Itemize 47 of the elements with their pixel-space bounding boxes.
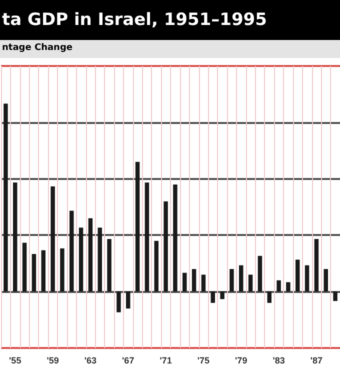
bar	[248, 274, 253, 292]
bar	[88, 218, 93, 292]
bar	[41, 250, 46, 292]
bar	[239, 265, 244, 292]
bar	[50, 186, 55, 292]
bar	[324, 269, 328, 292]
bar	[173, 184, 178, 292]
bar	[116, 292, 121, 312]
bar	[304, 265, 310, 292]
bar	[70, 210, 74, 292]
bar	[32, 254, 36, 292]
bar	[107, 238, 112, 292]
bar	[276, 280, 281, 292]
chart-subtitle: ntage Change	[0, 40, 340, 58]
bar	[296, 260, 300, 292]
x-tick-label: '55	[9, 356, 22, 366]
bar	[258, 256, 262, 292]
bar	[60, 248, 64, 292]
bar	[164, 201, 168, 292]
bar	[22, 242, 27, 292]
bar	[192, 269, 196, 292]
bar	[78, 228, 84, 292]
bar	[182, 272, 187, 292]
bar	[201, 274, 206, 292]
x-tick-label: '67	[122, 356, 134, 366]
bar	[314, 238, 319, 292]
bar	[144, 182, 150, 292]
bar	[220, 292, 224, 300]
bar	[13, 182, 18, 292]
bar	[230, 269, 234, 292]
x-tick-label: '59	[46, 356, 59, 366]
x-tick-label: '87	[310, 356, 323, 366]
x-tick-label: '75	[197, 356, 210, 366]
bar	[98, 228, 102, 292]
bar	[210, 292, 215, 303]
x-tick-label: '79	[235, 356, 248, 366]
bar	[126, 292, 130, 309]
x-tick-label: '71	[160, 356, 172, 366]
bar	[135, 162, 140, 292]
x-tick-label: '83	[272, 356, 285, 366]
bar	[286, 282, 290, 292]
x-tick-label: '63	[84, 356, 97, 366]
bar	[154, 240, 158, 292]
chart-title: ta GDP in Israel, 1951–1995	[0, 0, 340, 40]
bar	[4, 104, 8, 292]
bar	[267, 292, 272, 303]
bar	[333, 292, 338, 301]
